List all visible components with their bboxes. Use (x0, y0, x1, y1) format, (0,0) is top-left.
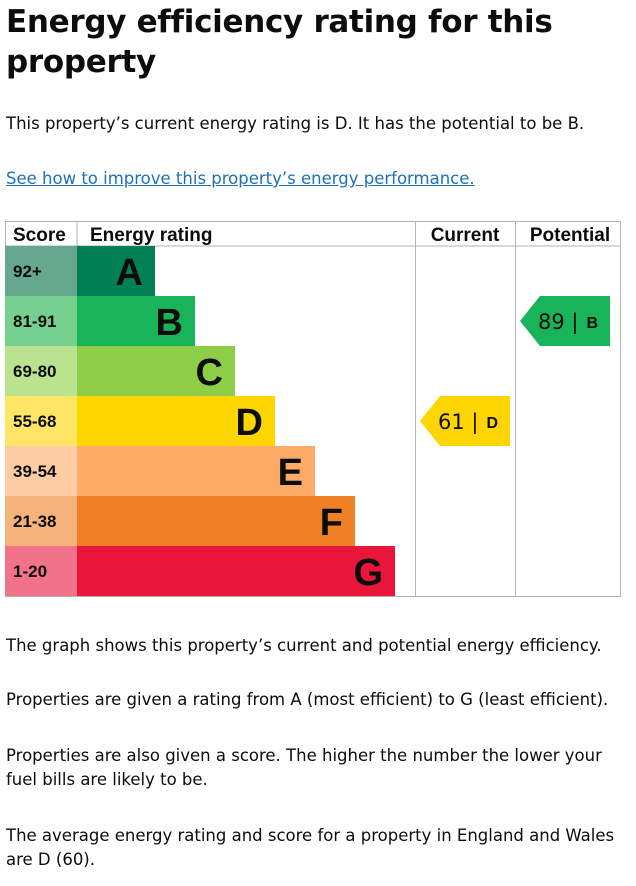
rating-bar-c (77, 346, 235, 396)
rating-letter: A (116, 252, 143, 294)
header-current: Current (431, 225, 500, 246)
paragraph: The average energy rating and score for … (6, 826, 615, 869)
rating-bar-a (77, 246, 155, 296)
score-cell-a (5, 246, 77, 296)
rating-letter: B (156, 302, 183, 344)
rating-bar-b (77, 296, 195, 346)
current-score: 61 | (438, 410, 478, 435)
rating-letter: C (196, 352, 223, 394)
intro-text: This property’s current energy rating is… (6, 114, 585, 133)
rating-bar-d (77, 396, 275, 446)
paragraph: Properties are given a rating from A (mo… (6, 690, 609, 709)
score-label: 69-80 (13, 362, 56, 381)
rating-letter: F (320, 502, 343, 544)
rating-letter: E (278, 452, 303, 494)
header-potential: Potential (530, 225, 610, 246)
paragraph: Properties are also given a score. The h… (6, 746, 602, 789)
score-label: 55-68 (13, 412, 56, 431)
current-arrow (420, 396, 510, 446)
score-cell-g (5, 546, 77, 596)
potential-score: 89 | (538, 310, 578, 335)
header-energy-rating: Energy rating (90, 225, 212, 246)
paragraph: The graph shows this property’s current … (6, 636, 602, 655)
potential-arrow (520, 296, 610, 346)
rating-bar-e (77, 446, 315, 496)
rating-letter: D (236, 402, 263, 444)
rating-letter: G (353, 552, 383, 594)
score-label: 39-54 (13, 462, 57, 481)
energy-rating-chart: Score Energy rating Current Potential 92+ A 81… (5, 221, 621, 597)
improve-performance-link[interactable]: See how to improve this property’s energ… (6, 169, 475, 188)
potential-letter: B (586, 315, 598, 332)
page-title: Energy efficiency rating for this proper… (6, 4, 553, 80)
score-label: 21-38 (13, 512, 56, 531)
score-cell-f (5, 496, 77, 546)
score-cell-c (5, 346, 77, 396)
score-cell-d (5, 396, 77, 446)
score-label: 81-91 (13, 312, 56, 331)
score-label: 1-20 (13, 562, 47, 581)
rating-bar-g (77, 546, 395, 596)
rating-bar-f (77, 496, 355, 546)
header-score: Score (13, 225, 66, 246)
current-letter: D (486, 415, 498, 432)
score-cell-b (5, 296, 77, 346)
score-cell-e (5, 446, 77, 496)
score-label: 92+ (13, 262, 42, 281)
